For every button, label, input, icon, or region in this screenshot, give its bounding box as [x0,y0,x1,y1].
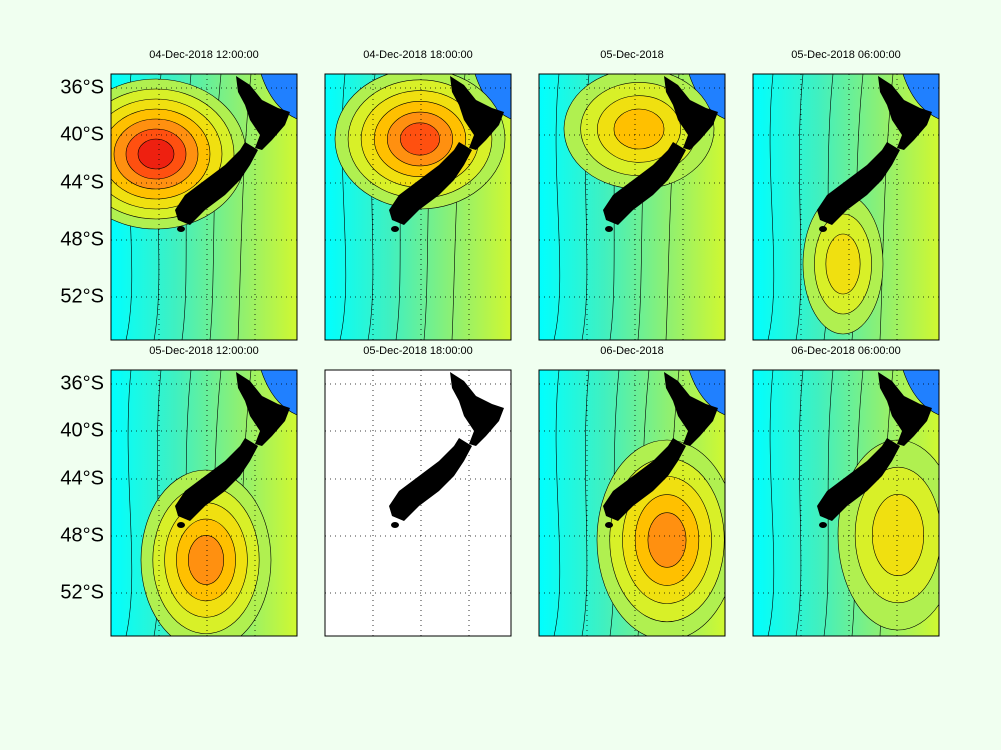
panel-title: 05-Dec-2018 [600,49,664,61]
panel-title: 05-Dec-2018 18:00:00 [363,345,472,357]
north-island [664,372,718,446]
contour [613,108,665,150]
north-island [450,372,504,446]
stewart-island [391,226,399,232]
y-axis-label: 36°S [60,372,104,394]
panel-title: 06-Dec-2018 [600,345,664,357]
north-island [236,76,290,150]
y-axis-label: 40°S [60,419,104,441]
map-panel [752,73,940,341]
north-island [450,76,504,150]
north-island [236,372,290,446]
panel-title: 05-Dec-2018 12:00:00 [149,345,258,357]
y-axis-label: 40°S [60,123,104,145]
y-axis-label: 48°S [60,524,104,546]
contour [871,493,925,577]
stewart-island [605,226,613,232]
contour [825,233,861,295]
field [325,370,511,636]
contour [187,535,225,585]
map-panel [324,73,512,341]
contour [125,370,133,636]
contour [137,138,175,170]
panel-title: 06-Dec-2018 06:00:00 [791,345,900,357]
contour [795,370,804,636]
y-axis-label: 52°S [60,285,104,307]
field [539,370,725,636]
north-island [878,372,932,446]
contour [767,370,775,636]
south-island [389,142,472,225]
panel-frame [324,73,512,341]
panel-frame [538,369,726,637]
field [753,74,939,340]
south-island [175,142,258,225]
panel-frame [752,369,940,637]
panel-frame [110,73,298,341]
south-island [817,438,900,521]
panel-frame [752,73,940,341]
panel-title: 04-Dec-2018 18:00:00 [363,49,472,61]
south-island [603,438,686,521]
contour [553,370,561,636]
y-axis-label: 48°S [60,228,104,250]
field [539,74,725,340]
north-island [878,76,932,150]
field [753,370,939,636]
contour [581,370,590,636]
panel-title: 04-Dec-2018 12:00:00 [149,49,258,61]
map-panel [110,369,298,637]
field [111,74,297,340]
contour [400,122,440,156]
map-panel [110,73,298,341]
y-axis-label: 36°S [60,76,104,98]
panel-frame [538,73,726,341]
stewart-island [177,226,185,232]
y-axis-label: 44°S [60,171,104,193]
contour [553,74,561,340]
field [325,74,511,340]
south-island [603,142,686,225]
south-island [389,438,472,521]
panel-frame [324,369,512,637]
panel-title: 05-Dec-2018 06:00:00 [791,49,900,61]
map-panel [538,73,726,341]
panel-frame [110,369,298,637]
stewart-island [391,522,399,528]
y-axis-label: 44°S [60,467,104,489]
y-axis-label: 52°S [60,581,104,603]
field [111,370,297,636]
south-island [817,142,900,225]
map-panel [538,369,726,637]
south-island [175,438,258,521]
stewart-island [819,522,827,528]
stewart-island [819,226,827,232]
north-island [664,76,718,150]
map-panel [752,369,940,637]
contour [795,74,804,340]
stewart-island [177,522,185,528]
contour [647,512,687,568]
map-panel [324,369,512,637]
contour [767,74,775,340]
stewart-island [605,522,613,528]
